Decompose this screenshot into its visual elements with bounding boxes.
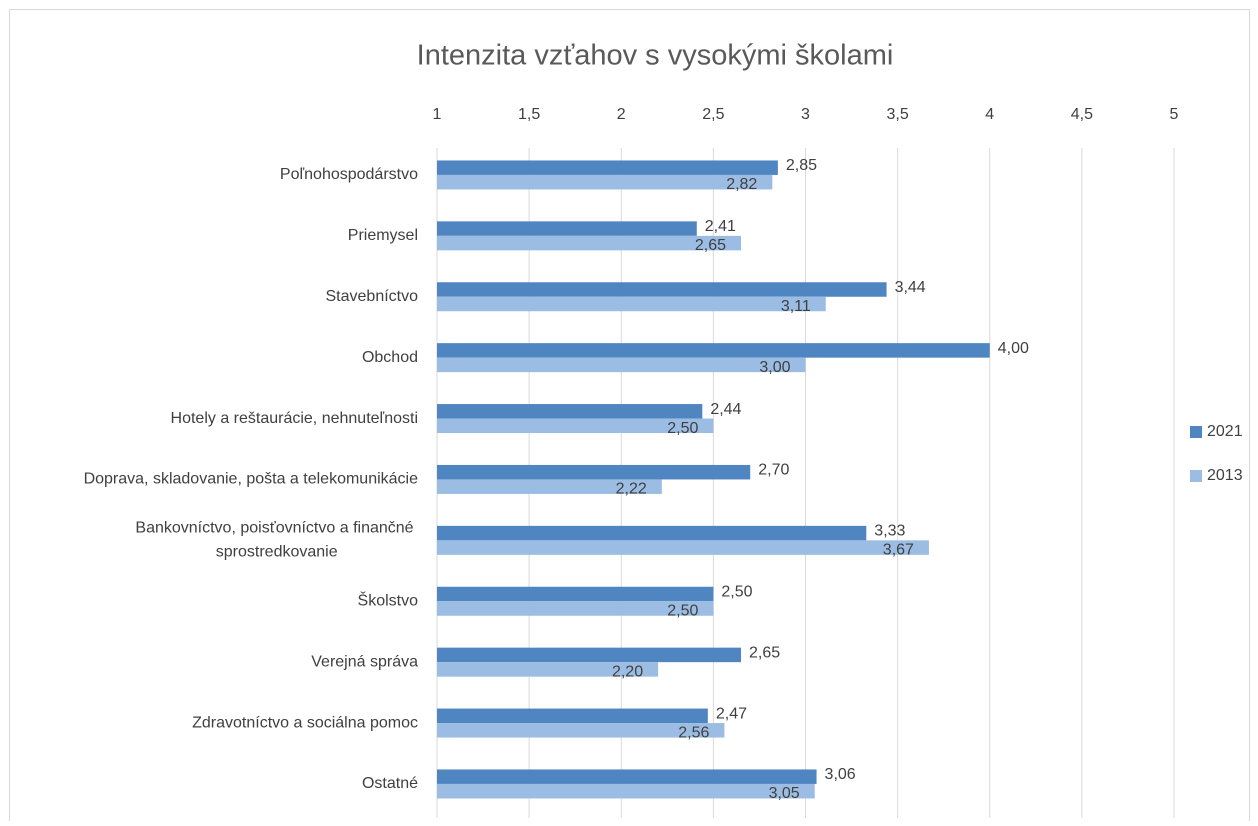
data-label: 2,44 <box>710 401 741 418</box>
bar <box>437 404 703 419</box>
data-label: 2,20 <box>612 663 643 680</box>
y-tick-label: Obchod <box>362 349 418 366</box>
legend-swatch <box>1190 470 1202 482</box>
data-label: 2,65 <box>749 644 780 661</box>
data-label: 3,11 <box>781 298 811 315</box>
bar <box>437 160 778 175</box>
bar <box>437 221 697 236</box>
bar <box>437 586 714 602</box>
data-label: 3,67 <box>883 542 914 559</box>
x-tick-label: 4,5 <box>1071 106 1093 123</box>
data-label: 2,50 <box>721 583 752 600</box>
bar <box>437 601 714 616</box>
x-tick-label: 4 <box>985 106 994 123</box>
data-label: 2,41 <box>705 218 736 235</box>
data-label: 2,50 <box>667 420 698 437</box>
data-label: 3,44 <box>895 279 926 296</box>
bar <box>437 647 742 663</box>
bar <box>437 464 751 480</box>
y-tick-label: Priemysel <box>348 227 418 244</box>
bar <box>437 282 887 297</box>
chart-title: Intenzita vzťahov s vysokými školami <box>417 40 894 72</box>
y-tick-label: Hotely a reštaurácie, nehnuteľnosti <box>171 410 418 427</box>
bar <box>437 708 708 724</box>
y-tick-label: Poľnohospodárstvo <box>280 166 418 183</box>
bar <box>437 783 815 799</box>
bar <box>437 357 806 373</box>
legend-swatch <box>1190 426 1202 438</box>
x-tick-label: 3 <box>801 106 810 123</box>
y-tick-label: Zdravotníctvo a sociálna pomoc <box>192 714 418 731</box>
y-tick-label: Bankovníctvo, poisťovníctvo a finančné s… <box>135 520 418 561</box>
data-label: 2,70 <box>758 462 789 479</box>
bar <box>437 769 817 784</box>
y-tick-label: Doprava, skladovanie, pošta a telekomuni… <box>84 471 419 488</box>
y-tick-label: Školstvo <box>358 590 419 609</box>
x-tick-label: 3,5 <box>887 106 909 123</box>
data-label: 3,00 <box>759 359 790 376</box>
data-label: 2,56 <box>678 724 709 741</box>
bar <box>437 235 742 251</box>
x-tick-label: 2 <box>617 106 626 123</box>
bar <box>437 174 773 190</box>
data-label: 2,82 <box>726 176 757 193</box>
data-label: 2,47 <box>716 705 747 722</box>
bar <box>437 525 867 541</box>
legend-label: 2013 <box>1207 467 1243 484</box>
x-tick-label: 1 <box>433 106 442 123</box>
data-label: 3,05 <box>769 785 800 802</box>
data-label: 3,06 <box>825 766 856 783</box>
y-tick-label: Stavebníctvo <box>326 288 419 305</box>
data-label: 2,65 <box>695 237 726 254</box>
x-tick-label: 1,5 <box>518 106 540 123</box>
bar <box>437 479 662 494</box>
bar <box>437 540 929 555</box>
bar <box>437 418 714 434</box>
bar <box>437 662 659 677</box>
x-tick-label: 5 <box>1170 106 1179 123</box>
data-label: 2,85 <box>786 157 817 174</box>
bar <box>437 723 725 738</box>
data-label: 2,50 <box>667 602 698 619</box>
bar <box>437 343 990 358</box>
x-tick-label: 2,5 <box>702 106 724 123</box>
y-tick-label: Verejná správa <box>311 653 418 670</box>
data-label: 2,22 <box>616 481 647 498</box>
y-tick-label: Ostatné <box>362 775 418 792</box>
bar <box>437 296 826 312</box>
legend-label: 2021 <box>1207 423 1243 440</box>
data-label: 3,33 <box>874 523 905 540</box>
data-label: 4,00 <box>998 340 1029 357</box>
